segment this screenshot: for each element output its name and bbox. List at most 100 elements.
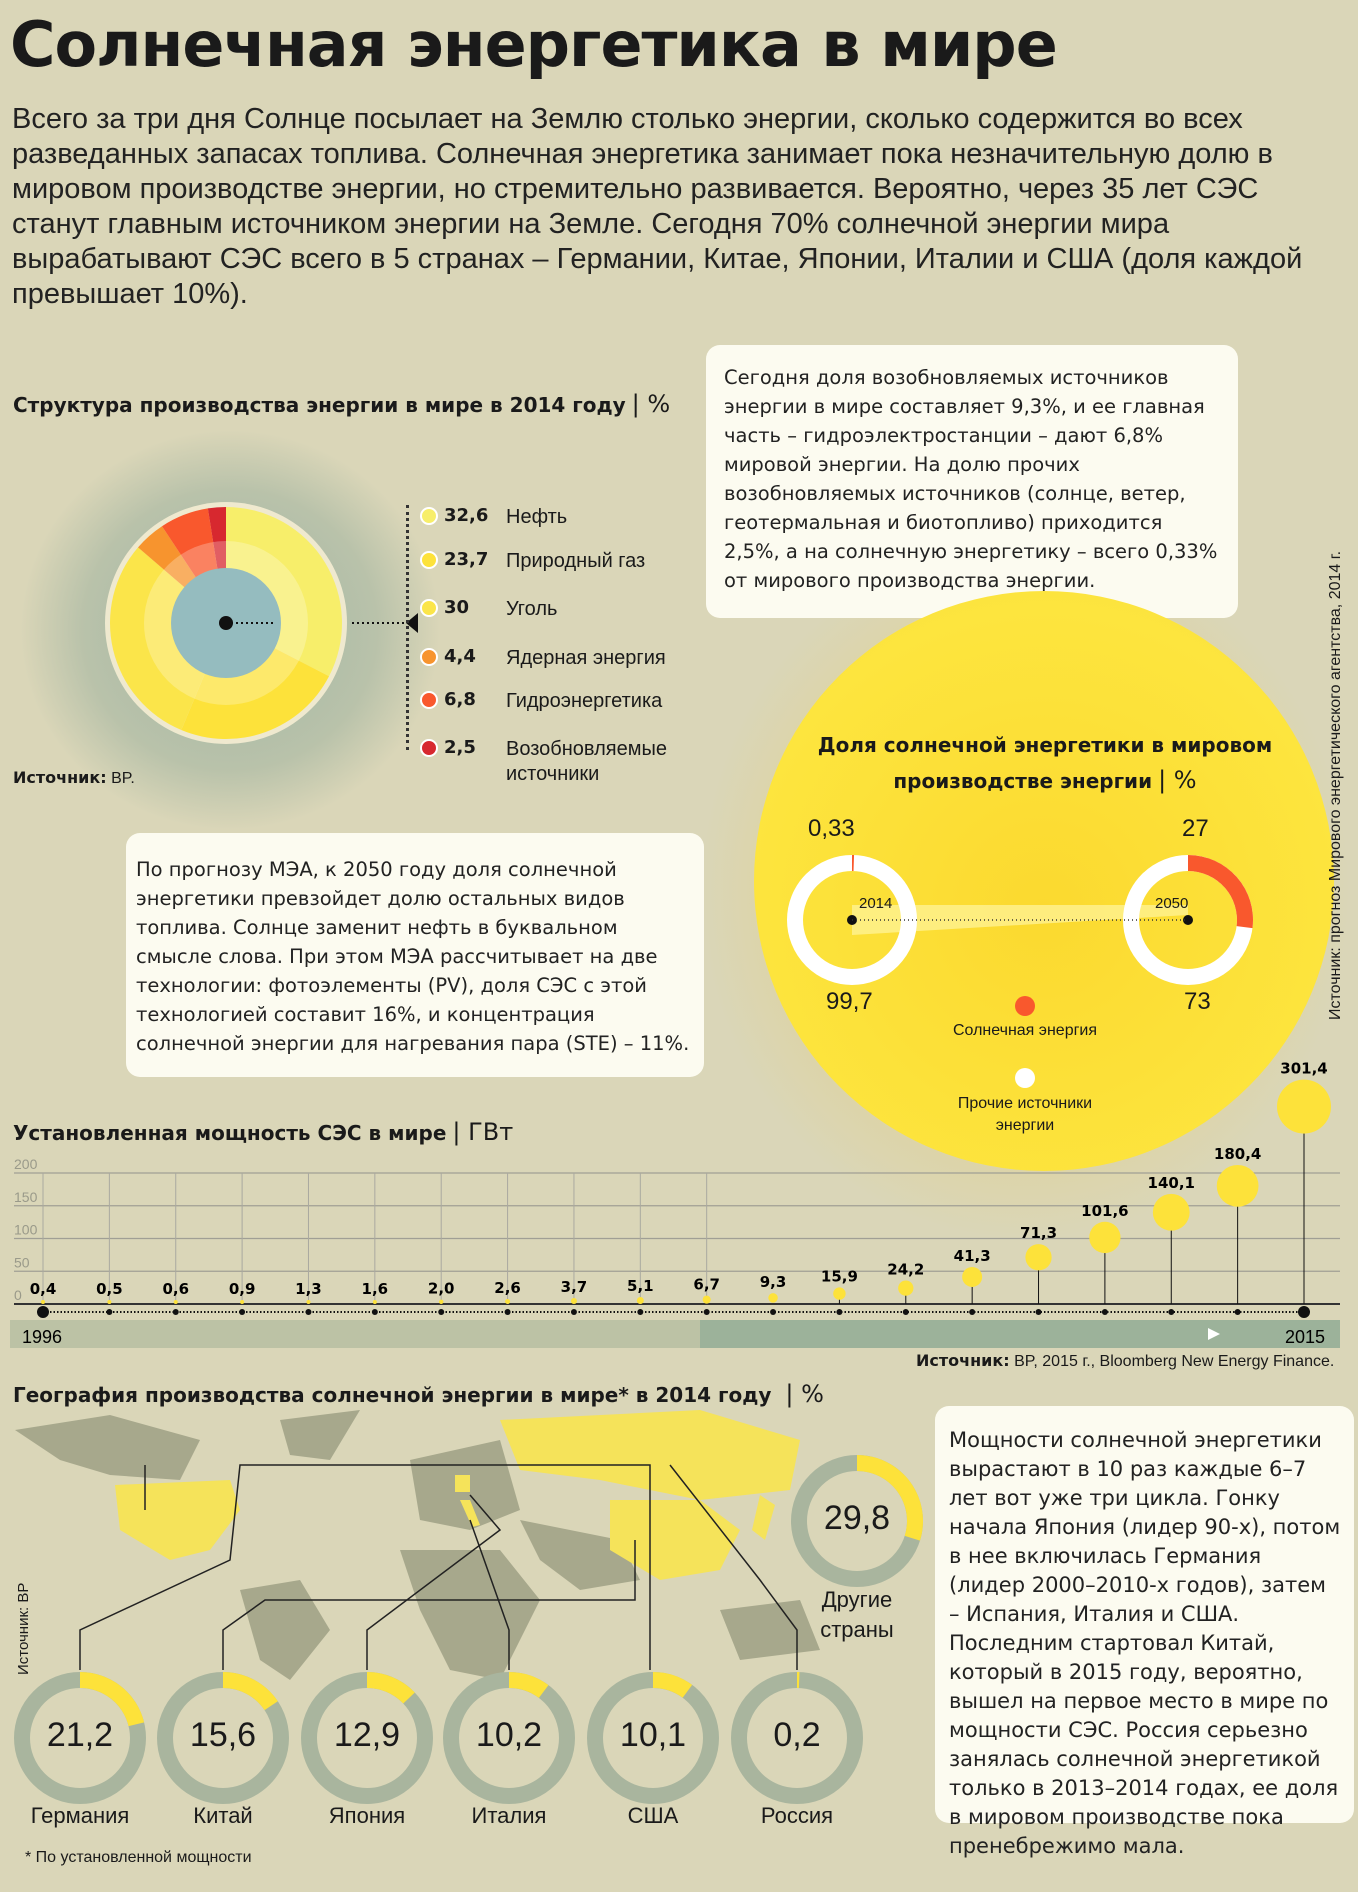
vertical-source: Источник: прогноз Мирового энергетическо… — [1327, 550, 1344, 1020]
capacity-value-label: 0,9 — [229, 1280, 256, 1298]
legend-value: 2,5 — [444, 737, 476, 758]
timeline-tick — [1298, 1306, 1310, 1318]
capacity-bubble — [702, 1295, 711, 1304]
legend-divider — [406, 505, 409, 750]
capacity-value-label: 3,7 — [561, 1278, 588, 1296]
legend-dot — [420, 599, 438, 617]
capacity-title-text: Установленная мощность СЭС в мире — [13, 1121, 447, 1145]
timeline-tick — [106, 1309, 113, 1315]
capacity-title: Установленная мощность СЭС в мире | ГВт — [13, 1118, 513, 1146]
country-value: 21,2 — [46, 1716, 114, 1754]
timeline-tick — [438, 1309, 445, 1315]
solar-2014-value: 0,33 — [808, 815, 855, 842]
footnote: * По установленной мощности — [25, 1849, 252, 1866]
timeline-tick — [1101, 1309, 1108, 1315]
legend-dot — [420, 551, 438, 569]
source-value: BP. — [111, 770, 135, 787]
capacity-bubble — [439, 1299, 444, 1304]
capacity-bubble — [107, 1300, 112, 1304]
highlighted-countries — [115, 1410, 800, 1580]
solar-share-unit: | % — [1158, 766, 1197, 794]
y-tick-label: 100 — [14, 1222, 38, 1238]
capacity-value-label: 101,6 — [1081, 1202, 1128, 1220]
geo-unit: | % — [785, 1380, 824, 1408]
legend-other-label: Прочие источники энергии — [957, 1095, 1093, 1134]
solar-share-arc-0 — [852, 855, 855, 872]
timeline-tick — [770, 1309, 777, 1315]
capacity-value-label: 2,0 — [428, 1280, 455, 1298]
africa — [400, 1550, 540, 1680]
country-donut — [791, 1455, 923, 1587]
timeline-tick — [239, 1309, 246, 1315]
solar-share-title: Доля солнечной энергетики в мировом прои… — [800, 728, 1290, 799]
timeline-tick — [37, 1306, 49, 1318]
legend-value: 32,6 — [444, 505, 489, 526]
legend-dot — [420, 507, 438, 525]
capacity-value-label: 9,3 — [760, 1273, 787, 1291]
timeline-tick — [504, 1309, 511, 1315]
capacity-value-label: 140,1 — [1148, 1174, 1195, 1192]
capacity-bubble — [505, 1298, 511, 1304]
legend-item: 23,7 Природный газ — [420, 549, 720, 579]
country-value: 12,9 — [333, 1716, 401, 1754]
energy-slice-2 — [109, 547, 226, 731]
capacity-bubble — [1277, 1079, 1331, 1134]
page-title: Солнечная энергетика в мире — [10, 8, 1058, 81]
capacity-value-label: 5,1 — [627, 1277, 654, 1295]
germany-map — [455, 1475, 470, 1492]
legend-other-dot — [1015, 1068, 1035, 1088]
capacity-value-label: 0,5 — [96, 1280, 123, 1298]
capacity-value-label: 301,4 — [1280, 1060, 1327, 1078]
timeline-tick — [1168, 1309, 1175, 1315]
legend-item: 6,8 Гидроэнергетика — [420, 689, 720, 719]
geo-note: Мощности солнечной энергетики вырастают … — [935, 1406, 1354, 1858]
structure-title-text: Структура производства энергии в мире в … — [13, 393, 626, 417]
legend-item: 4,4 Ядерная энергия — [420, 646, 720, 676]
y-tick-label: 200 — [14, 1156, 38, 1172]
legend-value: 30 — [444, 597, 470, 618]
y-tick-label: 50 — [14, 1254, 30, 1270]
capacity-bubble — [306, 1300, 311, 1304]
country-value: 0,2 — [773, 1716, 821, 1754]
china-map — [610, 1500, 740, 1580]
capacity-bubble — [570, 1298, 577, 1304]
country-name: Германия — [30, 1803, 130, 1828]
legend-label: Нефть — [506, 506, 568, 528]
capacity-value-label: 41,3 — [954, 1247, 991, 1265]
capacity-bubble — [768, 1293, 778, 1303]
intro-text: Всего за три дня Солнце посылает на Земл… — [12, 103, 1303, 310]
geo-title: География производства солнечной энергии… — [13, 1380, 824, 1408]
country-donut — [443, 1672, 575, 1804]
capacity-bubble — [636, 1296, 644, 1304]
year-2050: 2050 — [1155, 895, 1189, 912]
legend-label: Гидроэнергетика — [506, 690, 663, 712]
play-arrow-icon — [1208, 1328, 1220, 1340]
country-donut — [14, 1672, 146, 1804]
country-value: 10,2 — [475, 1716, 543, 1754]
legend-value: 23,7 — [444, 549, 489, 570]
source-value: BP, 2015 г., Bloomberg New Energy Financ… — [1014, 1353, 1335, 1370]
world-map — [15, 1410, 820, 1680]
capacity-unit: | ГВт — [452, 1118, 514, 1146]
capacity-value-label: 0,6 — [162, 1280, 189, 1298]
pointer-arrow-icon — [406, 613, 418, 633]
capacity-value-label: 71,3 — [1020, 1224, 1057, 1242]
capacity-bubble — [1152, 1193, 1190, 1231]
leader-lines — [79, 1464, 798, 1670]
legend-label: Уголь — [506, 598, 558, 620]
capacity-bubble — [833, 1287, 846, 1300]
country-value: 29,8 — [823, 1499, 891, 1537]
south-america — [240, 1580, 330, 1680]
y-tick-label: 0 — [14, 1287, 22, 1303]
legend-dot — [420, 691, 438, 709]
middle-east-india — [520, 1520, 640, 1590]
timeline-tick — [703, 1309, 710, 1315]
country-donut — [731, 1672, 863, 1804]
greenland — [280, 1410, 360, 1460]
capacity-bubble — [240, 1300, 245, 1304]
japan-map — [752, 1495, 775, 1540]
year-2014: 2014 — [859, 895, 893, 912]
capacity-chart: 0 50 100 150 200 0,4 0,5 0,6 0,9 1,3 1,6 2,0 2,6 3,7 5… — [10, 1060, 1340, 1348]
geo-title-text: География производства солнечной энергии… — [13, 1383, 772, 1407]
timeline-tick — [371, 1309, 378, 1315]
